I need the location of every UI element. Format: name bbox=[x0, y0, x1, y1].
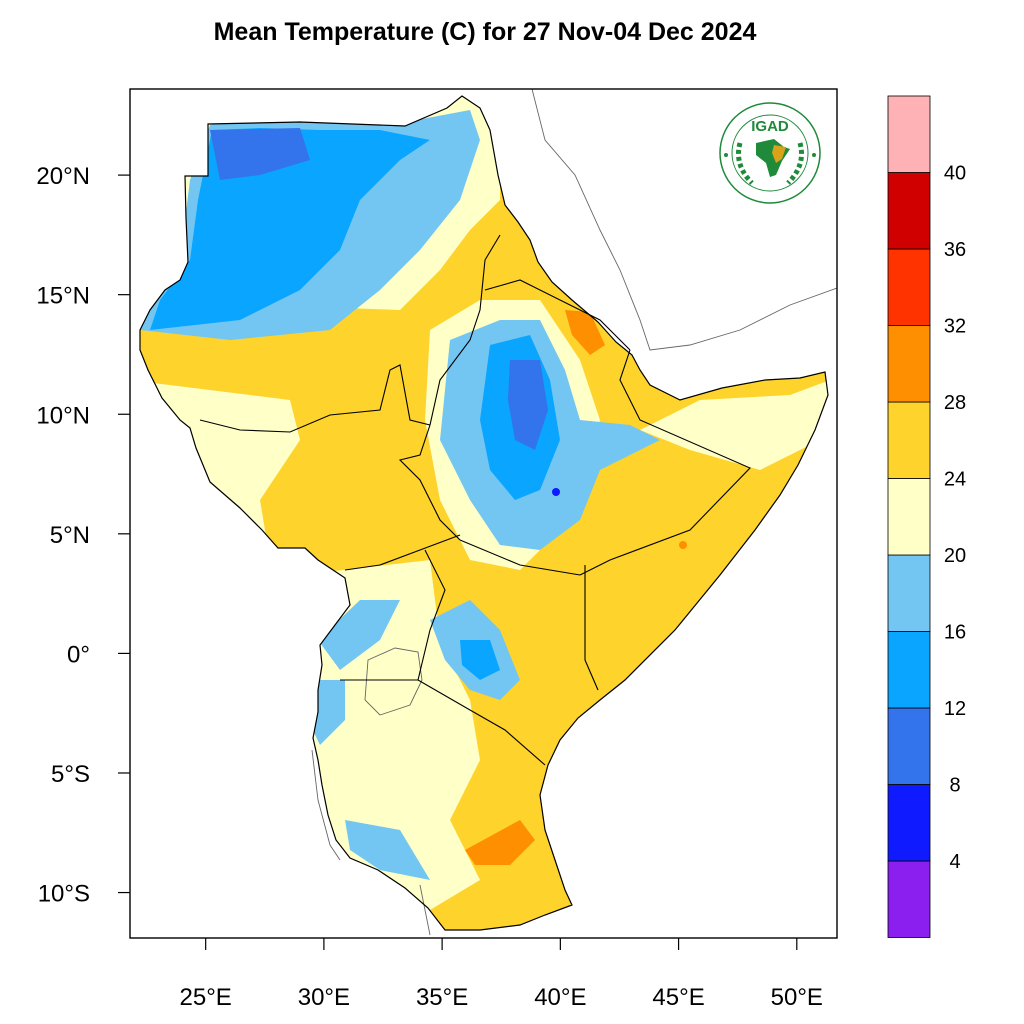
zone-cold-kenya bbox=[460, 640, 500, 680]
colorbar-label-3: 16 bbox=[944, 622, 966, 644]
zone-cool-sw-tanzania bbox=[345, 820, 430, 880]
lat-tick-label-5: 5°S bbox=[51, 761, 90, 788]
colorbar-label-1: 8 bbox=[949, 775, 960, 797]
border-uganda-south-sudan bbox=[344, 534, 461, 571]
lon-tick-label-2: 35°E bbox=[416, 984, 468, 1011]
colorbar-label-5: 24 bbox=[944, 469, 966, 491]
colorbar-bin-4 bbox=[887, 554, 931, 632]
country-borders bbox=[199, 234, 751, 766]
lake-tanganyika-outline bbox=[311, 749, 341, 861]
zone-coldest-spot bbox=[552, 488, 560, 496]
zone-hot-tanzania bbox=[465, 820, 535, 865]
colorbar-bin-1 bbox=[887, 784, 931, 862]
lon-tick-label-1: 30°E bbox=[298, 984, 350, 1011]
colorbar: 4 8 12 16 20 24 28 32 36 40 bbox=[887, 95, 966, 938]
colorbar-label-0: 4 bbox=[949, 851, 960, 873]
colorbar-bin-5 bbox=[887, 478, 931, 556]
colorbar-bin-3 bbox=[887, 631, 931, 709]
lat-tick-label-1: 15°N bbox=[36, 283, 90, 310]
colorbar-label-6: 28 bbox=[944, 392, 966, 414]
border-ethiopia-somalia bbox=[579, 349, 751, 576]
colorbar-bin-8 bbox=[887, 248, 931, 326]
colorbar-bin-10 bbox=[887, 95, 931, 173]
lon-tick-label-5: 50°E bbox=[771, 984, 823, 1011]
lake-victoria-outline bbox=[364, 647, 423, 716]
lake-malawi-outline bbox=[419, 884, 431, 936]
lon-tick-label-3: 40°E bbox=[534, 984, 586, 1011]
border-kenya-tanzania bbox=[417, 679, 546, 766]
axis-ticks: 25°E 30°E 35°E 40°E 45°E 50°E 20°N 15°N 10°N 5°N 0… bbox=[36, 163, 823, 1011]
logo-laurel-right bbox=[786, 142, 804, 185]
zone-hot-afar bbox=[565, 310, 605, 355]
border-sudan-ethiopia bbox=[429, 234, 501, 426]
lon-tick-label-0: 25°E bbox=[180, 984, 232, 1011]
border-uganda bbox=[417, 549, 446, 681]
region-outline bbox=[139, 95, 829, 931]
border-sudan-south-sudan bbox=[199, 364, 431, 433]
zone-mild-somaliland bbox=[640, 380, 828, 470]
igad-logo: IGAD bbox=[719, 102, 821, 204]
logo-laurel-left bbox=[736, 142, 754, 185]
lon-tick-label-4: 45°E bbox=[652, 984, 704, 1011]
map-title: Mean Temperature (C) for 27 Nov-04 Dec 2… bbox=[213, 18, 757, 46]
temperature-field bbox=[140, 96, 828, 930]
colorbar-bin-7 bbox=[887, 325, 931, 403]
border-ethiopia-south-sudan bbox=[398, 424, 461, 541]
lat-tick-label-0: 20°N bbox=[36, 163, 90, 190]
lat-tick-label-3: 5°N bbox=[50, 522, 90, 549]
colorbar-bin-2 bbox=[887, 707, 931, 785]
colorbar-label-9: 40 bbox=[944, 163, 966, 185]
zone-cold-nw-highland bbox=[210, 128, 310, 180]
lat-tick-label-2: 10°N bbox=[36, 402, 90, 429]
logo-inner-ring bbox=[731, 114, 809, 192]
red-sea-east-coast bbox=[531, 89, 837, 351]
colorbar-label-7: 32 bbox=[944, 316, 966, 338]
external-coastlines bbox=[311, 89, 837, 936]
map-frame-border bbox=[129, 88, 838, 939]
colorbar-label-2: 12 bbox=[944, 698, 966, 720]
colorbar-bin-0 bbox=[887, 860, 931, 938]
zone-cool-uganda-west bbox=[318, 600, 400, 670]
logo-star-right bbox=[812, 153, 816, 157]
colorbar-label-4: 20 bbox=[944, 545, 966, 567]
lat-tick-label-6: 10°S bbox=[38, 881, 90, 908]
colorbar-bin-9 bbox=[887, 172, 931, 250]
zone-cold-eth-core bbox=[508, 360, 548, 450]
zone-hot-somalia-spot bbox=[679, 541, 687, 549]
colorbar-label-8: 36 bbox=[944, 239, 966, 261]
lat-tick-label-4: 0° bbox=[67, 641, 90, 668]
logo-star-left bbox=[724, 153, 728, 157]
logo-horn-shape bbox=[772, 145, 786, 163]
logo-text: IGAD bbox=[751, 118, 789, 135]
colorbar-bin-6 bbox=[887, 401, 931, 479]
border-eritrea bbox=[484, 279, 631, 351]
border-kenya-somalia bbox=[584, 565, 599, 691]
border-ethiopia-kenya bbox=[459, 539, 581, 576]
